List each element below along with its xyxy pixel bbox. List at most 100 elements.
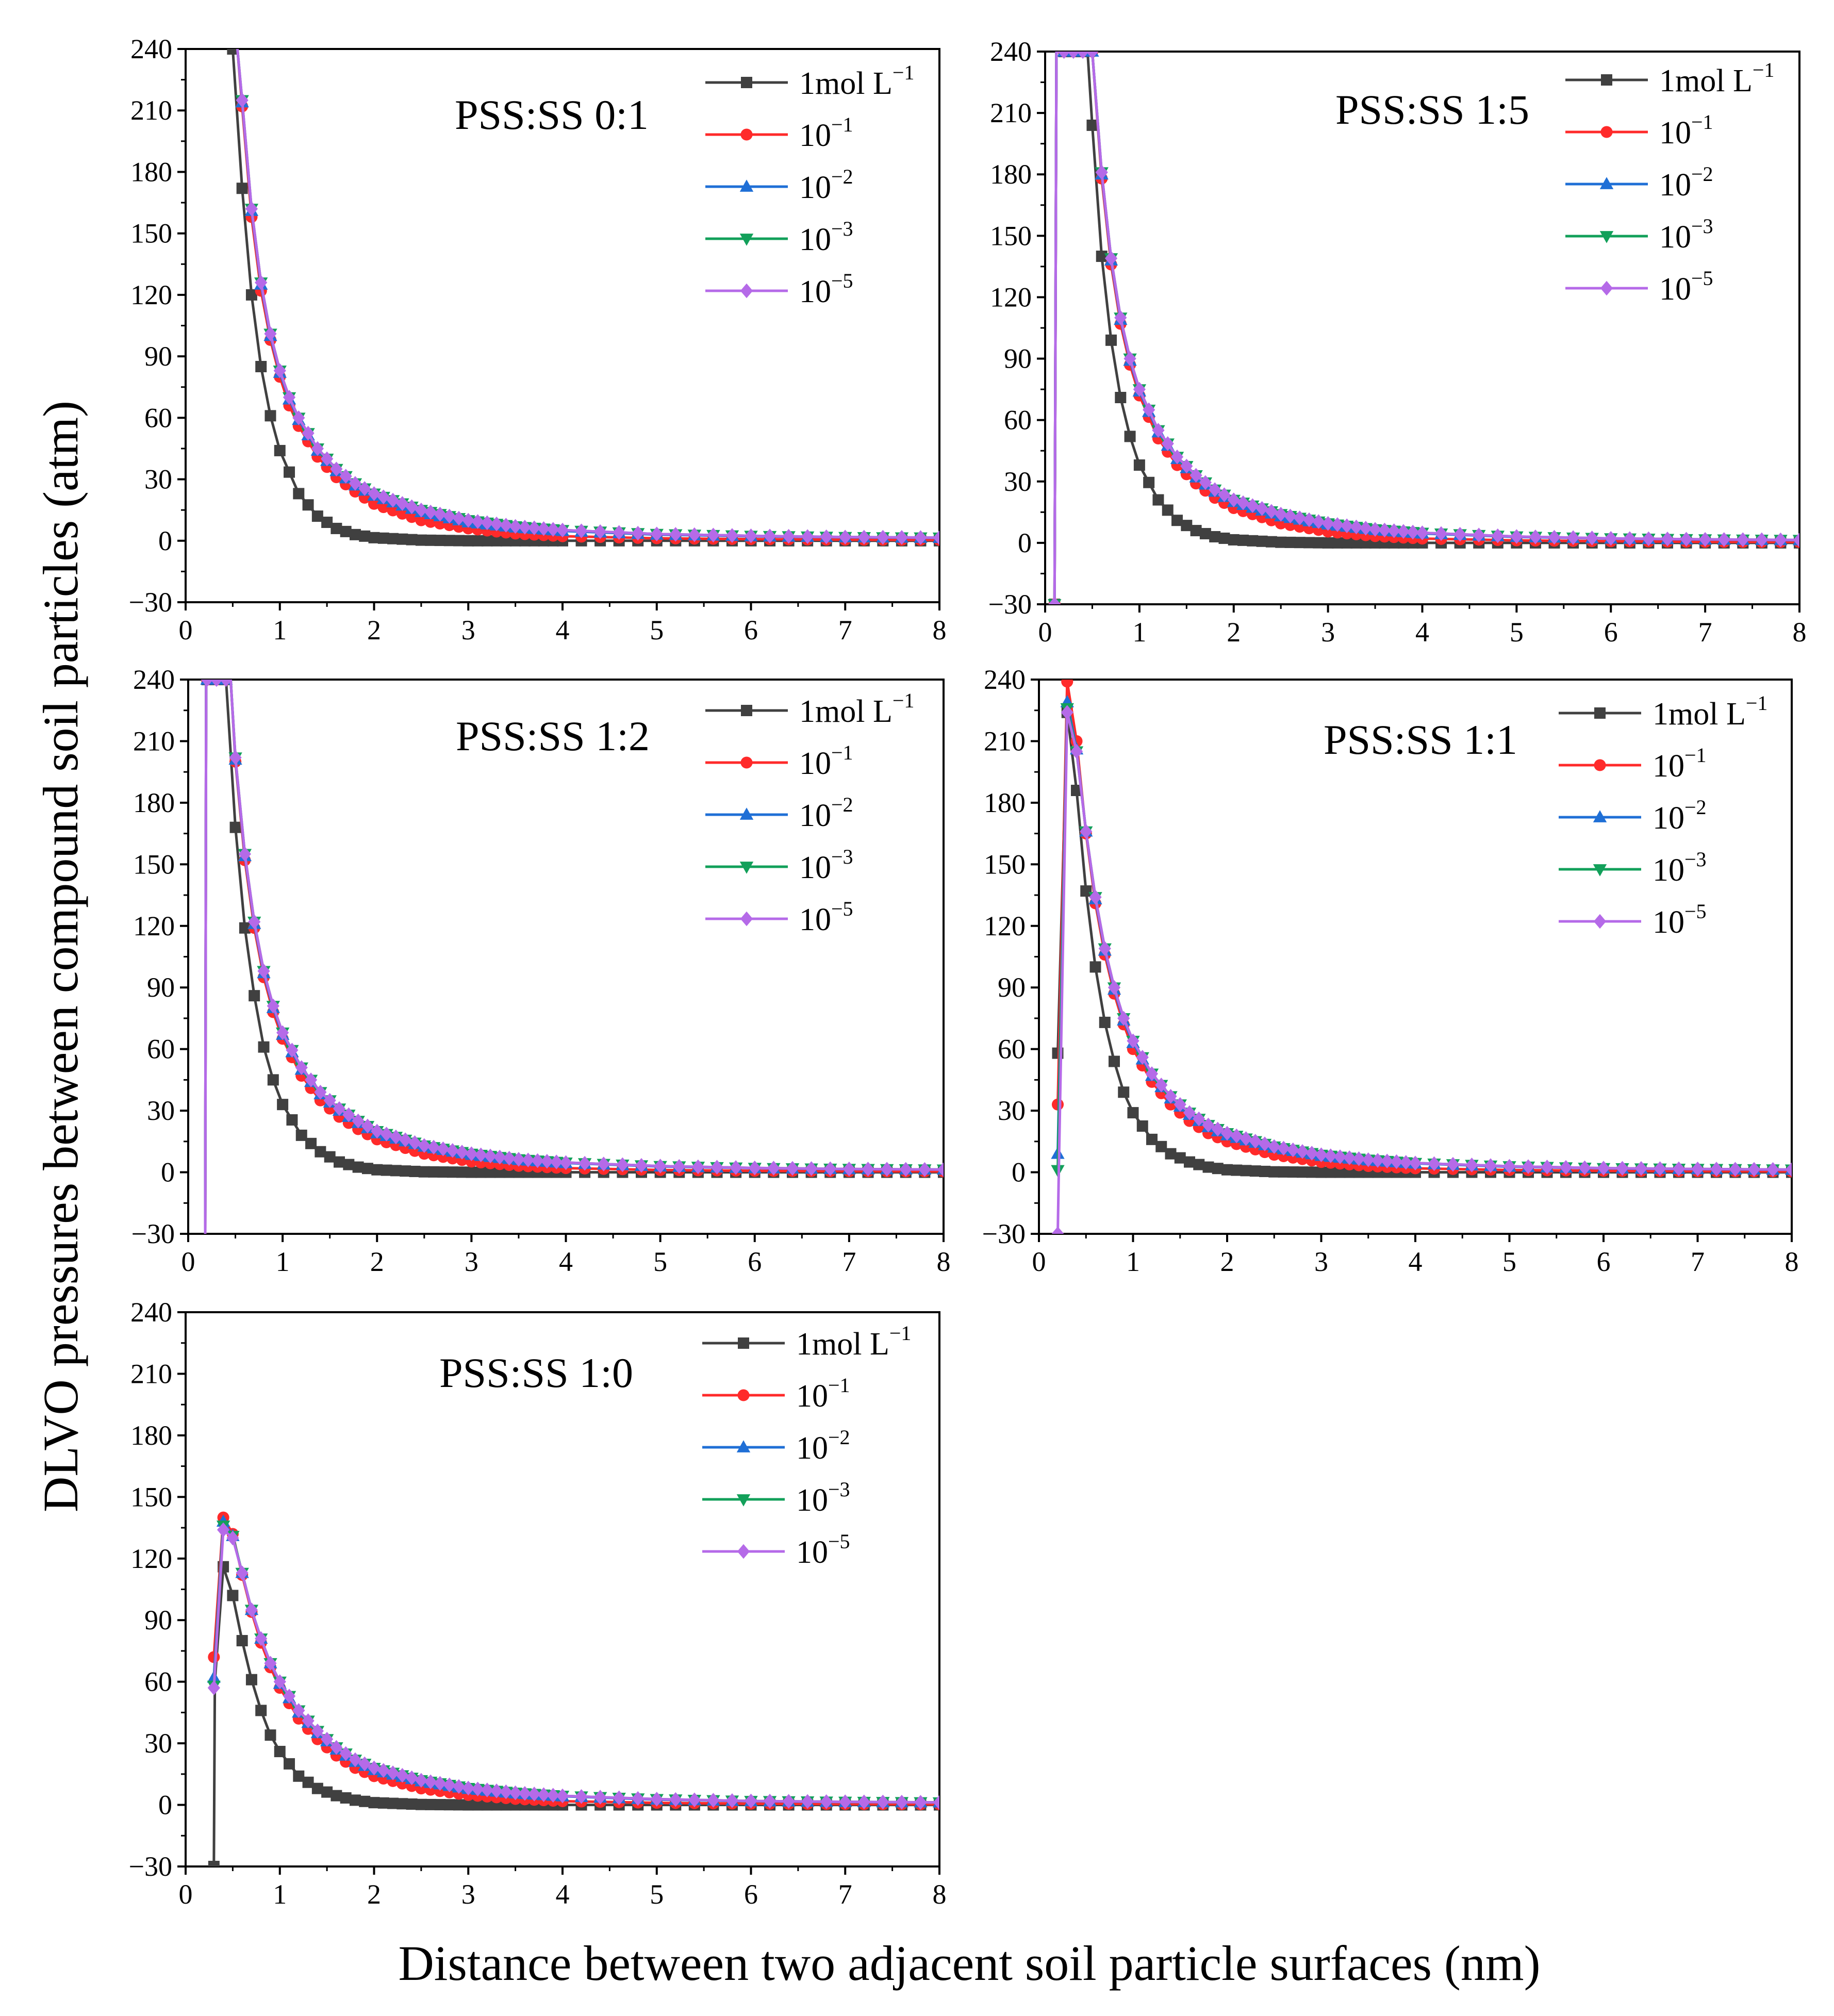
data-point [575, 523, 588, 538]
data-point [1190, 525, 1202, 537]
data-point [1793, 533, 1799, 548]
data-point [1362, 1152, 1375, 1167]
data-point [782, 1794, 795, 1809]
x-tick-label: 3 [461, 615, 475, 646]
data-point [427, 1139, 440, 1155]
data-point [1221, 1164, 1233, 1176]
data-point [877, 1794, 889, 1810]
data-point [1165, 1148, 1177, 1160]
data-point [1343, 1150, 1356, 1165]
data-point [1164, 1088, 1177, 1104]
data-point [1180, 458, 1193, 474]
y-tick-label: 60 [144, 402, 172, 433]
x-tick-label: 5 [653, 1246, 667, 1277]
legend-label: 1mol L−1 [799, 689, 914, 729]
data-point [1155, 1078, 1168, 1093]
data-point [267, 998, 279, 1014]
chart-panel-5: 0 1 2 3 4 5 6 7 8−300306090120150180210240PSS:SS… [129, 1297, 947, 1910]
x-tick-label: 8 [933, 615, 947, 646]
data-point [321, 517, 333, 528]
x-tick-label: 1 [1126, 1246, 1140, 1277]
data-point [471, 514, 484, 529]
data-point [613, 1790, 625, 1806]
data-point [1089, 889, 1102, 905]
data-point [1623, 531, 1636, 546]
x-tick-label: 6 [1604, 617, 1618, 648]
data-point [877, 530, 889, 545]
data-point [415, 502, 427, 518]
data-point [1115, 391, 1127, 403]
legend-label: 10−2 [1659, 162, 1713, 203]
x-tick-label: 7 [1698, 617, 1712, 648]
data-point [1174, 1152, 1186, 1164]
data-point [1341, 518, 1353, 534]
data-point [654, 1159, 667, 1174]
legend-marker [739, 807, 754, 820]
data-point [302, 1776, 314, 1788]
data-point [632, 525, 645, 541]
x-tick-label: 5 [650, 1879, 664, 1910]
data-point [229, 750, 242, 765]
data-point [1133, 459, 1145, 471]
data-point [594, 524, 607, 539]
data-point [579, 1155, 591, 1171]
data-point [518, 520, 531, 535]
data-point [424, 1774, 437, 1790]
data-point [1333, 1149, 1347, 1164]
data-point [528, 520, 541, 536]
data-point [1058, 52, 1070, 59]
legend-marker [1601, 74, 1612, 86]
data-point [245, 1674, 257, 1685]
data-point [462, 1780, 475, 1796]
data-point [472, 535, 484, 547]
legend-marker [1593, 810, 1607, 822]
data-point [1161, 436, 1174, 451]
y-tick-label: 90 [1004, 343, 1032, 374]
data-point [1136, 1120, 1148, 1132]
data-point [1634, 1161, 1648, 1176]
data-point [361, 1163, 373, 1175]
x-tick-label: 5 [1510, 617, 1524, 648]
data-point [359, 1795, 371, 1807]
data-point [1699, 532, 1712, 547]
data-point [277, 1099, 289, 1111]
data-point [368, 1760, 381, 1776]
data-point [559, 1155, 572, 1170]
data-point [1387, 523, 1400, 538]
data-point [745, 528, 757, 543]
data-point [481, 535, 493, 547]
data-point [236, 1635, 248, 1647]
data-point [249, 990, 260, 1002]
y-tick-label: 210 [133, 725, 175, 756]
legend: 1mol L−1 10−1 10−2 10−3 10−5 [705, 689, 914, 937]
data-point [556, 1788, 569, 1804]
data-point [349, 476, 362, 491]
data-point [1247, 535, 1259, 547]
data-point [474, 1147, 487, 1163]
y-tick-label: 150 [984, 849, 1026, 880]
data-point [1109, 1055, 1120, 1067]
chart-panel-3: 0 1 2 3 4 5 6 7 8−300306090120150180210240PSS:SS… [131, 664, 951, 1277]
data-point [1541, 1160, 1554, 1175]
data-point [1189, 468, 1202, 483]
data-point [210, 680, 223, 687]
data-point [575, 1789, 588, 1804]
data-point [396, 496, 409, 511]
data-point [1785, 1162, 1792, 1177]
data-point [340, 1792, 352, 1804]
y-tick-label: 30 [998, 1095, 1026, 1126]
data-point [490, 1783, 503, 1798]
legend-label: 10−5 [799, 269, 853, 309]
data-point [556, 522, 569, 538]
legend-label: 10−3 [796, 1478, 850, 1518]
data-point [236, 93, 249, 108]
data-point [805, 1161, 818, 1176]
data-point [862, 1162, 874, 1177]
x-axis-title: Distance between two adjacent soil parti… [398, 1936, 1540, 1991]
x-tick-label: 5 [650, 615, 664, 646]
data-point [1672, 1161, 1686, 1177]
data-point [1155, 1141, 1167, 1152]
data-point [1077, 52, 1089, 59]
y-tick-label: 30 [147, 1095, 175, 1126]
y-tick-label: 150 [133, 849, 175, 880]
